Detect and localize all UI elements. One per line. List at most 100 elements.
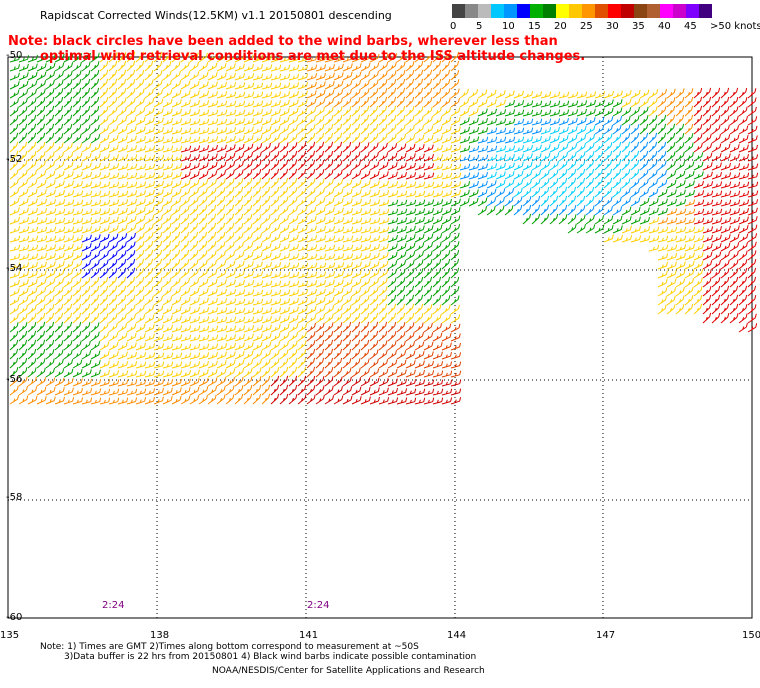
wind-barb [216,343,228,351]
wind-barb [315,288,326,297]
wind-barb [216,325,228,333]
wind-barb [360,88,370,99]
wind-barb [270,375,280,387]
wind-barb [693,161,704,171]
wind-barb [162,305,173,315]
wind-barb [432,144,443,153]
wind-barb [171,387,182,396]
wind-barb [153,214,163,225]
wind-barb [576,177,586,189]
wind-barb [99,276,109,288]
wind-barb [198,222,208,234]
wind-barb [36,80,47,90]
wind-barb [450,314,461,324]
wind-barb [351,179,362,189]
wind-barb [117,116,128,126]
wind-barb [576,160,586,171]
wind-barb [72,162,83,171]
wind-barb [423,322,433,333]
wind-barb [279,375,289,387]
wind-barb [252,316,264,324]
wind-barb [279,289,291,297]
wind-barb [405,234,416,243]
wind-barb [261,223,271,234]
wind-barb [90,259,100,270]
wind-barb [9,288,20,297]
wind-barb [540,161,551,171]
wind-barb [306,64,318,72]
wind-barb [81,143,92,153]
wind-barb [234,160,244,171]
wind-barb [81,369,92,378]
wind-barb [684,243,695,252]
wind-barb [450,241,460,252]
wind-barb [117,125,128,135]
wind-barb [135,241,145,252]
wind-barb [9,207,20,216]
wind-barb [297,215,308,225]
wind-barb [135,69,145,81]
wind-barb [405,124,415,135]
wind-barb [99,350,110,360]
wind-barb [144,333,155,342]
wind-barb [603,205,613,216]
wind-barb [90,350,101,360]
wind-barb [81,388,93,396]
wind-barb [90,181,102,189]
wind-barb [414,259,424,270]
wind-barb [108,208,119,216]
wind-barb [234,213,244,225]
wind-barb [567,126,578,135]
wind-barb [9,89,20,99]
wind-barb [612,215,623,225]
wind-barb [261,324,272,333]
wind-barb [207,118,219,126]
wind-barb [594,99,605,108]
wind-barb [468,180,479,189]
wind-barb [351,88,361,99]
wind-barb [207,325,219,333]
wind-barb [234,260,245,270]
wind-barb [387,87,397,99]
wind-barb [153,232,163,243]
wind-barb [315,81,326,90]
wind-barb [162,249,172,261]
wind-barb [27,295,38,306]
wind-barb [702,133,712,144]
wind-barb [693,235,705,243]
wind-barb [279,298,291,306]
wind-barb [432,163,444,171]
wind-barb [288,262,300,270]
wind-barb [360,295,370,306]
wind-barb [351,123,361,135]
wind-barb [225,82,237,90]
wind-barb [153,108,164,117]
wind-barb [288,205,298,216]
wind-barb [108,216,119,225]
wind-barb [531,204,541,216]
wind-barb [585,224,596,234]
wind-barb [9,106,19,117]
wind-barb [180,109,191,117]
wind-barb [693,105,703,117]
wind-barb [252,393,262,405]
wind-barb [90,78,100,90]
wind-barb [324,160,334,171]
legend-swatch [582,4,595,18]
wind-barb [414,285,424,297]
wind-barb [396,152,407,162]
wind-barb [9,395,20,405]
wind-barb [144,388,156,396]
wind-barb [198,213,208,225]
wind-barb [477,154,489,162]
wind-barb [522,109,534,117]
wind-barb [351,244,363,252]
wind-barb [117,294,127,306]
wind-barb [108,304,118,315]
wind-barb [720,217,732,225]
legend-label: 10 [502,21,515,32]
wind-barb [648,198,659,207]
wind-barb [747,199,759,207]
wind-barb [522,100,534,108]
wind-barb [297,206,308,216]
